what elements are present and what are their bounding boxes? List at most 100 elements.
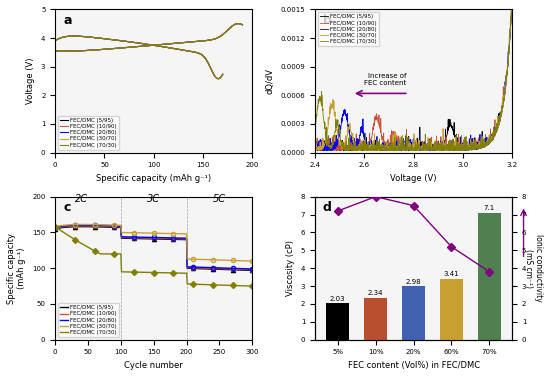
FEC/DMC (30/70) (207, 257, 214, 262)
FEC/DMC (20/80) (194, 51, 200, 55)
Text: Increase of
FEC content: Increase of FEC content (364, 73, 406, 86)
FEC/DMC (5/95) (70, 34, 77, 38)
FEC/DMC (30/70) (435, 149, 442, 153)
Legend: FEC/DMC (5/95), FEC/DMC (10/90), FEC/DMC (20/80), FEC/DMC (30/70), FEC/DMC (70/3: FEC/DMC (5/95), FEC/DMC (10/90), FEC/DMC… (58, 116, 119, 150)
Line: FEC/DMC (20/80): FEC/DMC (20/80) (55, 225, 252, 269)
Text: 3C: 3C (147, 195, 160, 204)
FEC/DMC (30/70) (152, 43, 158, 48)
FEC/DMC (10/90) (132, 236, 139, 240)
Text: 2C: 2C (75, 195, 88, 204)
FEC/DMC (30/70) (204, 60, 211, 64)
FEC/DMC (70/30) (392, 135, 398, 140)
FEC/DMC (30/70) (399, 147, 405, 152)
FEC/DMC (10/90) (469, 147, 476, 152)
FEC/DMC (10/90) (399, 138, 405, 143)
Bar (402, 287, 425, 340)
FEC/DMC (70/30) (234, 284, 241, 288)
FEC/DMC (5/95) (152, 43, 158, 48)
FEC/DMC (5/95) (399, 136, 405, 141)
Y-axis label: Voltage (V): Voltage (V) (26, 58, 35, 104)
FEC/DMC (70/30) (52, 224, 58, 229)
FEC/DMC (5/95) (52, 38, 58, 43)
FEC/DMC (30/70) (52, 224, 58, 229)
FEC/DMC (30/70) (155, 44, 162, 48)
FEC/DMC (5/95) (204, 60, 211, 64)
FEC/DMC (5/95) (139, 236, 145, 241)
FEC/DMC (30/70) (194, 51, 200, 55)
Text: 5C: 5C (213, 195, 226, 204)
FEC/DMC (10/90) (407, 149, 414, 153)
FEC/DMC (10/90) (466, 148, 472, 152)
Bar (478, 213, 501, 340)
FEC/DMC (10/90) (79, 224, 86, 228)
FEC/DMC (10/90) (332, 142, 338, 147)
FEC/DMC (5/95) (469, 144, 476, 149)
FEC/DMC (10/90) (447, 146, 454, 151)
FEC/DMC (20/80) (466, 148, 472, 152)
Text: b: b (323, 14, 332, 27)
FEC/DMC (10/90) (207, 266, 214, 271)
FEC/DMC (20/80) (215, 77, 222, 81)
FEC/DMC (10/90) (155, 44, 162, 48)
X-axis label: Cycle number: Cycle number (124, 361, 183, 370)
Line: FEC/DMC (70/30): FEC/DMC (70/30) (315, 9, 512, 151)
FEC/DMC (10/90) (194, 51, 200, 55)
FEC/DMC (30/70) (52, 38, 59, 43)
FEC/DMC (30/70) (219, 72, 226, 77)
FEC/DMC (30/70) (187, 257, 194, 261)
FEC/DMC (5/95) (52, 227, 58, 231)
FEC/DMC (30/70) (249, 259, 256, 264)
FEC/DMC (70/30) (131, 270, 138, 274)
FEC/DMC (30/70) (152, 43, 159, 48)
FEC/DMC (70/30) (194, 51, 200, 55)
Line: FEC/DMC (10/90): FEC/DMC (10/90) (55, 226, 252, 270)
Text: 3.41: 3.41 (444, 271, 459, 277)
Text: a: a (63, 14, 72, 27)
FEC/DMC (10/90) (70, 34, 77, 38)
FEC/DMC (10/90) (215, 77, 222, 81)
FEC/DMC (20/80) (79, 223, 86, 227)
Line: FEC/DMC (20/80): FEC/DMC (20/80) (55, 36, 223, 79)
FEC/DMC (70/30) (52, 38, 59, 43)
FEC/DMC (10/90) (139, 236, 145, 240)
FEC/DMC (20/80) (431, 149, 437, 153)
FEC/DMC (30/70) (392, 144, 398, 149)
Text: 2.34: 2.34 (368, 290, 383, 296)
FEC/DMC (70/30) (138, 270, 145, 274)
FEC/DMC (70/30) (393, 149, 399, 153)
FEC/DMC (5/95) (447, 124, 454, 128)
FEC/DMC (70/30) (155, 44, 162, 48)
FEC/DMC (20/80) (132, 235, 139, 239)
Line: FEC/DMC (20/80): FEC/DMC (20/80) (315, 9, 512, 151)
FEC/DMC (20/80) (204, 60, 211, 64)
FEC/DMC (10/90) (187, 265, 194, 270)
FEC/DMC (5/95) (353, 149, 359, 153)
FEC/DMC (10/90) (204, 60, 211, 64)
FEC/DMC (70/30) (152, 43, 159, 48)
FEC/DMC (20/80) (469, 136, 476, 141)
FEC/DMC (5/95) (509, 7, 515, 12)
Line: FEC/DMC (5/95): FEC/DMC (5/95) (315, 9, 512, 151)
FEC/DMC (70/30) (332, 129, 338, 133)
FEC/DMC (20/80) (509, 7, 515, 12)
FEC/DMC (30/70) (509, 7, 515, 12)
Line: FEC/DMC (70/30): FEC/DMC (70/30) (55, 227, 252, 286)
FEC/DMC (5/95) (332, 147, 338, 152)
FEC/DMC (70/30) (207, 282, 213, 287)
FEC/DMC (30/70) (332, 110, 338, 114)
Text: 7.1: 7.1 (484, 205, 495, 211)
Line: FEC/DMC (5/95): FEC/DMC (5/95) (55, 227, 252, 270)
Line: FEC/DMC (70/30): FEC/DMC (70/30) (55, 36, 223, 79)
FEC/DMC (10/90) (249, 267, 256, 272)
FEC/DMC (20/80) (235, 266, 242, 271)
FEC/DMC (10/90) (312, 148, 318, 152)
Line: FEC/DMC (5/95): FEC/DMC (5/95) (55, 36, 223, 79)
FEC/DMC (20/80) (52, 38, 59, 43)
FEC/DMC (5/95) (219, 267, 225, 272)
FEC/DMC (70/30) (447, 148, 454, 153)
FEC/DMC (20/80) (152, 43, 159, 48)
X-axis label: FEC content (Vol%) in FEC/DMC: FEC content (Vol%) in FEC/DMC (348, 361, 480, 370)
FEC/DMC (5/95) (194, 51, 200, 55)
FEC/DMC (30/70) (466, 147, 472, 151)
FEC/DMC (10/90) (219, 72, 226, 77)
